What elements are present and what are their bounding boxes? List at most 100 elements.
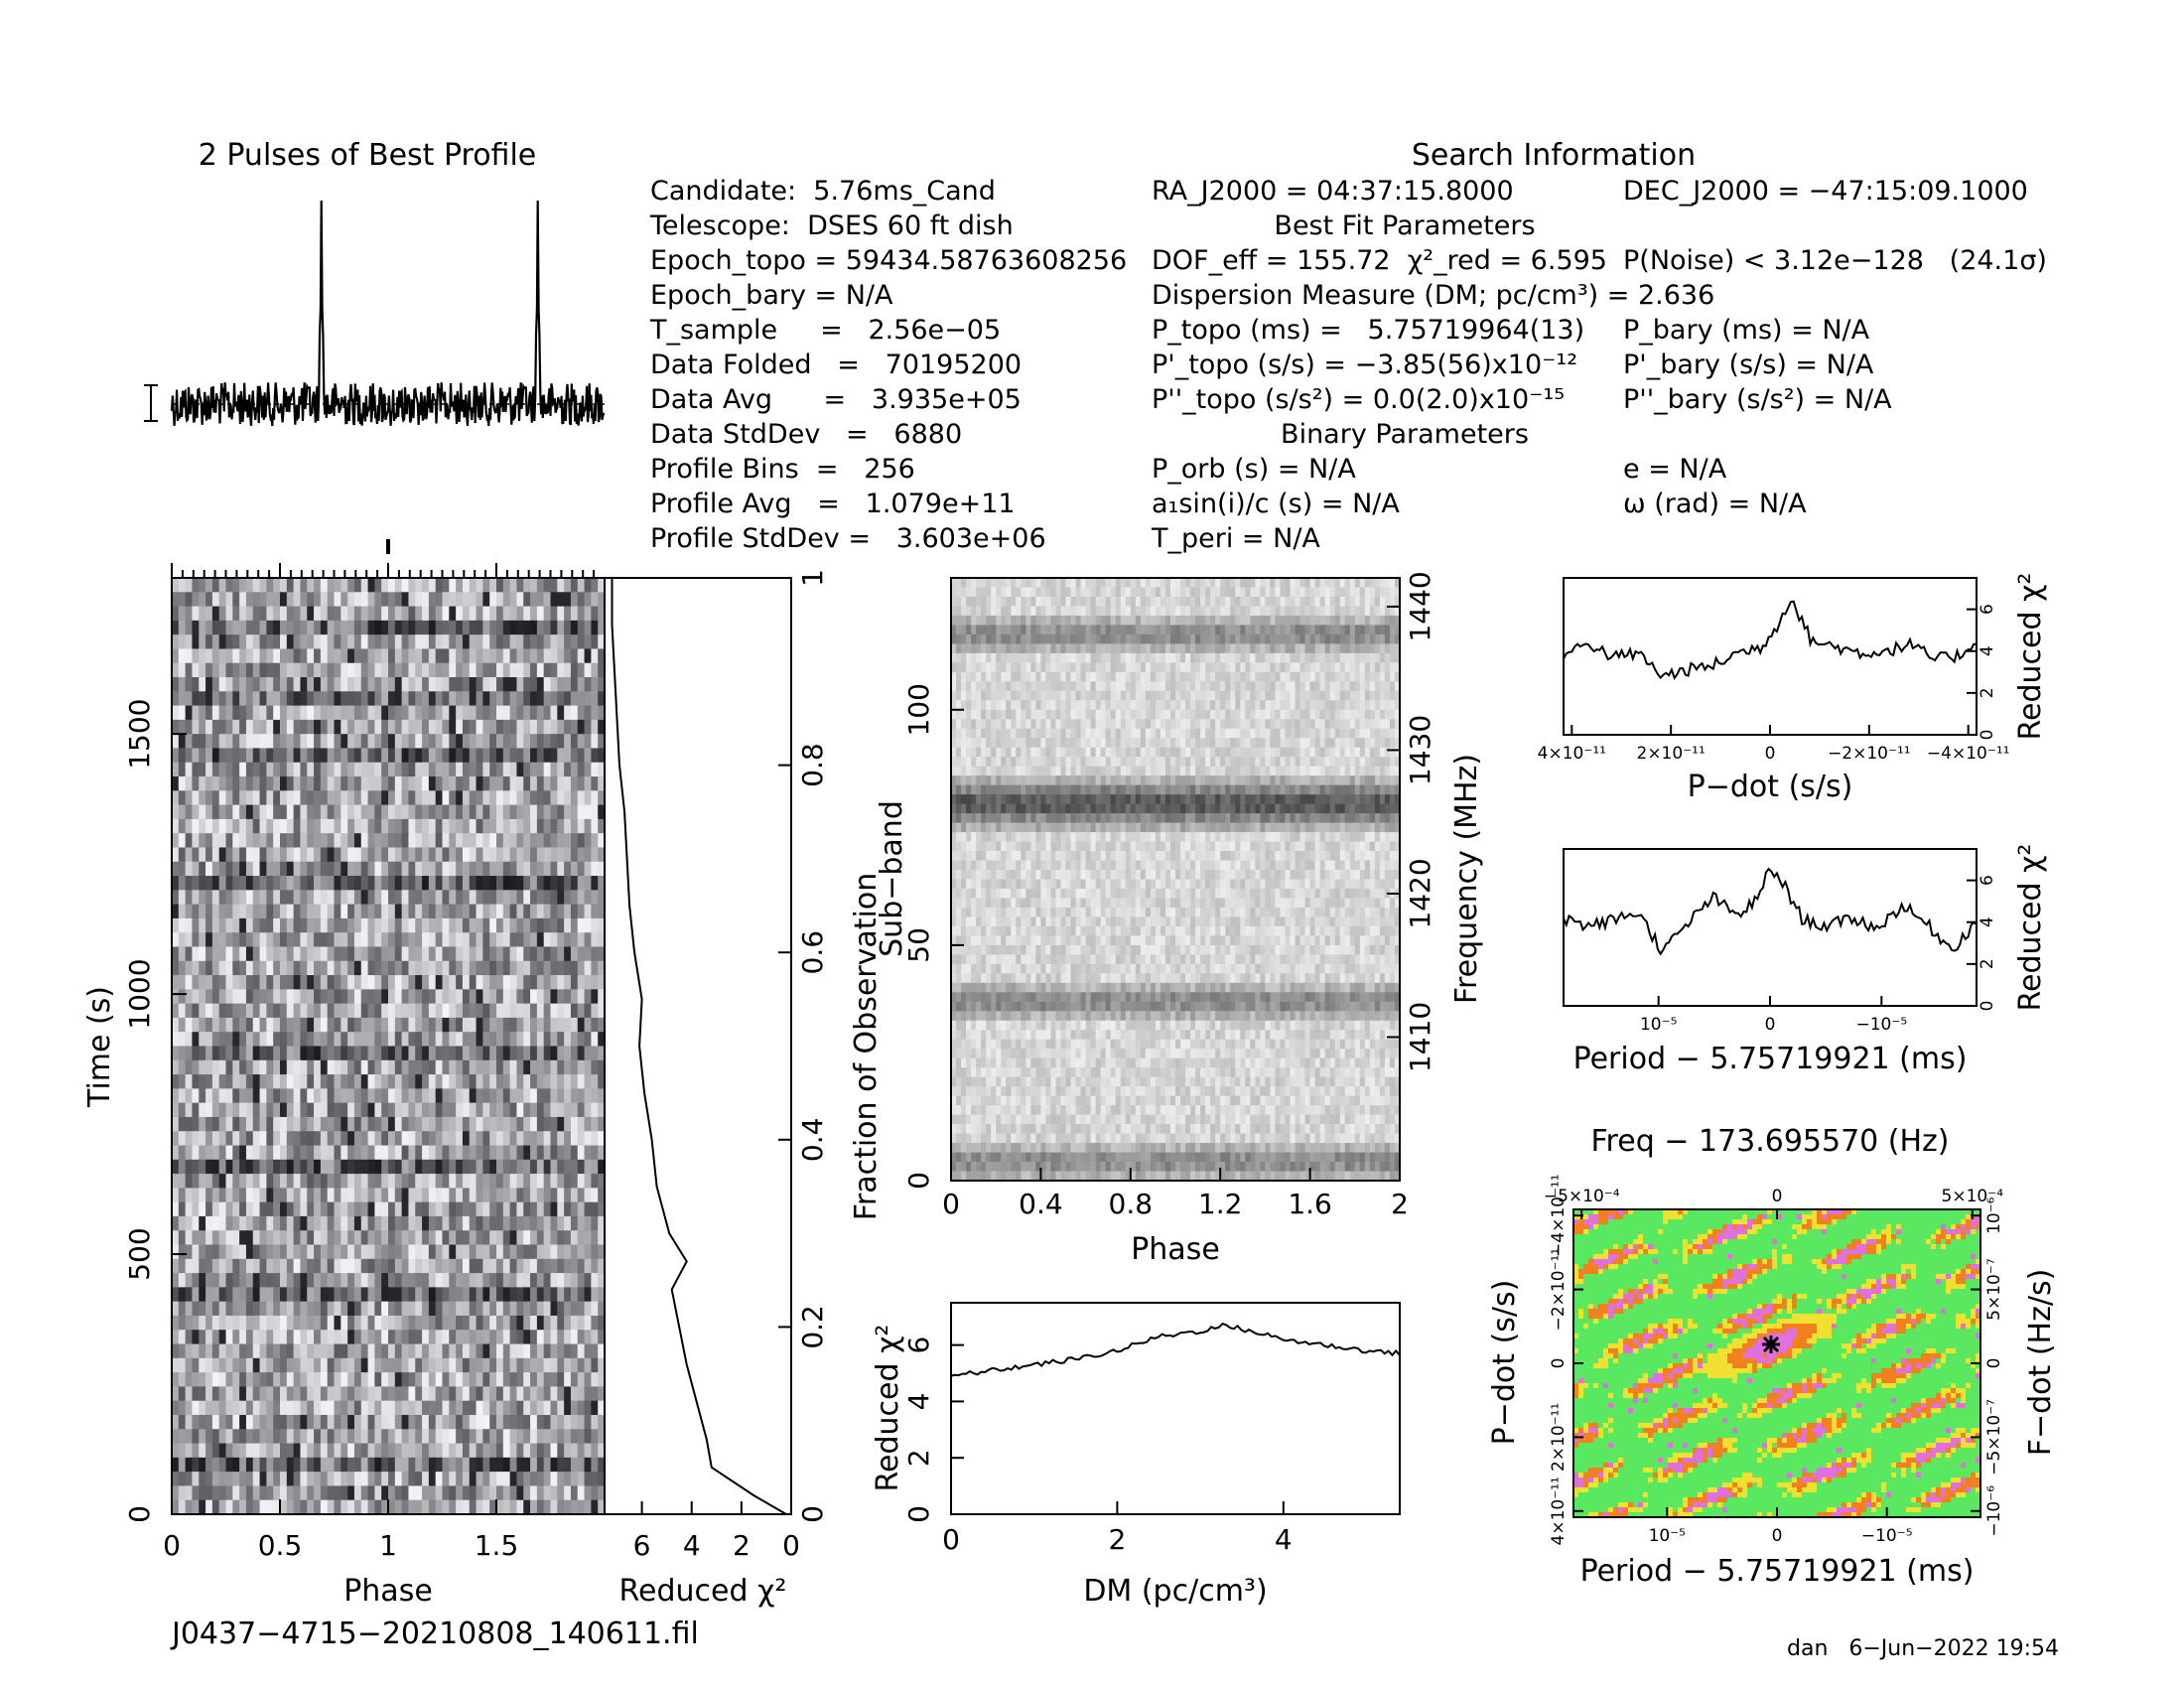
time-phase-cell [408, 1188, 416, 1203]
time-phase-cell [232, 1343, 240, 1359]
subband-cell [1045, 587, 1052, 598]
time-phase-cell [476, 1499, 483, 1514]
time-phase-cell [489, 1400, 497, 1416]
subband-cell [1190, 615, 1196, 627]
time-phase-cell [516, 719, 524, 735]
time-phase-cell [516, 1400, 524, 1416]
time-phase-cell [509, 748, 518, 764]
time-phase-cell [584, 578, 592, 593]
time-phase-cell [536, 1357, 545, 1373]
subband-cell [1364, 615, 1371, 627]
time-phase-cell [591, 1443, 599, 1459]
time-phase-cell [259, 904, 267, 919]
time-phase-cell [374, 1273, 382, 1288]
time-phase-cell [543, 876, 552, 891]
time-phase-cell [536, 1215, 545, 1231]
time-phase-cell [482, 1032, 490, 1048]
time-phase-cell [353, 1472, 362, 1487]
subband-cell [1295, 578, 1301, 589]
time-phase-cell [172, 1386, 180, 1402]
time-phase-cell [415, 592, 423, 608]
time-phase-cell [422, 719, 430, 735]
time-phase-cell [307, 705, 315, 721]
time-phase-cell [543, 648, 552, 664]
time-phase-cell [300, 932, 308, 948]
time-phase-cell [205, 762, 213, 777]
time-phase-cell [245, 1472, 254, 1487]
time-phase-cell [266, 804, 274, 820]
time-phase-cell [523, 1174, 531, 1189]
time-phase-cell [353, 748, 362, 764]
subband-cell [1150, 578, 1157, 589]
time-phase-cell [577, 876, 586, 891]
time-phase-cell [232, 804, 240, 820]
time-phase-cell [327, 1273, 336, 1288]
time-phase-cell [509, 1102, 518, 1118]
time-phase-cell [367, 1372, 375, 1388]
time-phase-cell [570, 1159, 579, 1175]
time-phase-cell [199, 1174, 206, 1189]
time-phase-cell [502, 790, 511, 806]
subband-cell [1295, 596, 1301, 608]
time-phase-cell [252, 762, 261, 777]
time-phase-cell [199, 1400, 206, 1416]
subband-cell [1140, 587, 1147, 598]
time-phase-cell [564, 833, 572, 849]
time-phase-cell [408, 578, 416, 593]
time-phase-cell [360, 1032, 369, 1048]
time-phase-cell [496, 1429, 504, 1445]
time-phase-cell [300, 606, 308, 622]
time-phase-cell [259, 691, 267, 707]
time-phase-cell [489, 1244, 497, 1260]
subband-cell [1245, 615, 1251, 627]
time-phase-cell [557, 634, 565, 650]
time-phase-cell [205, 932, 213, 948]
time-phase-cell [577, 1032, 586, 1048]
time-phase-cell [428, 691, 437, 707]
time-phase-cell [415, 1301, 423, 1317]
time-phase-cell [178, 1485, 187, 1501]
time-phase-cell [456, 1159, 464, 1175]
time-phase-cell [367, 1330, 375, 1345]
time-phase-cell [557, 1102, 565, 1118]
time-phase-cell [192, 620, 200, 635]
time-phase-cell [185, 1499, 194, 1514]
time-phase-cell [280, 1330, 288, 1345]
time-phase-cell [334, 1032, 341, 1048]
time-phase-cell [536, 1201, 545, 1217]
time-phase-cell [428, 1244, 437, 1260]
time-phase-cell [245, 876, 254, 891]
time-phase-cell [347, 648, 355, 664]
time-phase-cell [314, 1485, 322, 1501]
time-phase-cell [360, 1145, 369, 1161]
time-phase-cell [381, 705, 389, 721]
time-phase-cell [286, 1429, 295, 1445]
subband-cell [1080, 596, 1087, 608]
time-phase-cell [314, 833, 322, 849]
time-phase-cell [530, 1032, 538, 1048]
time-phase-cell [557, 1414, 565, 1430]
subband-cell [1270, 625, 1277, 635]
time-phase-cell [353, 606, 362, 622]
time-phase-cell [482, 1457, 490, 1473]
subband-cell [1025, 596, 1031, 608]
time-phase-cell [415, 1457, 423, 1473]
time-phase-cell [476, 1074, 483, 1089]
subband-cell [1389, 633, 1396, 644]
time-phase-cell [367, 1017, 375, 1033]
time-phase-cell [489, 1230, 497, 1246]
time-phase-cell [314, 1315, 322, 1331]
subband-cell [1085, 615, 1092, 627]
time-phase-cell [502, 606, 511, 622]
time-phase-cell [415, 1357, 423, 1373]
time-phase-cell [598, 890, 605, 906]
time-phase-cell [435, 861, 444, 877]
time-phase-cell [564, 1343, 572, 1359]
time-phase-cell [557, 932, 565, 948]
time-phase-cell [252, 1159, 261, 1175]
time-phase-cell [570, 1230, 579, 1246]
time-phase-cell [570, 1003, 579, 1019]
time-phase-cell [550, 592, 558, 608]
time-phase-cell [584, 748, 592, 764]
time-phase-cell [536, 1386, 545, 1402]
